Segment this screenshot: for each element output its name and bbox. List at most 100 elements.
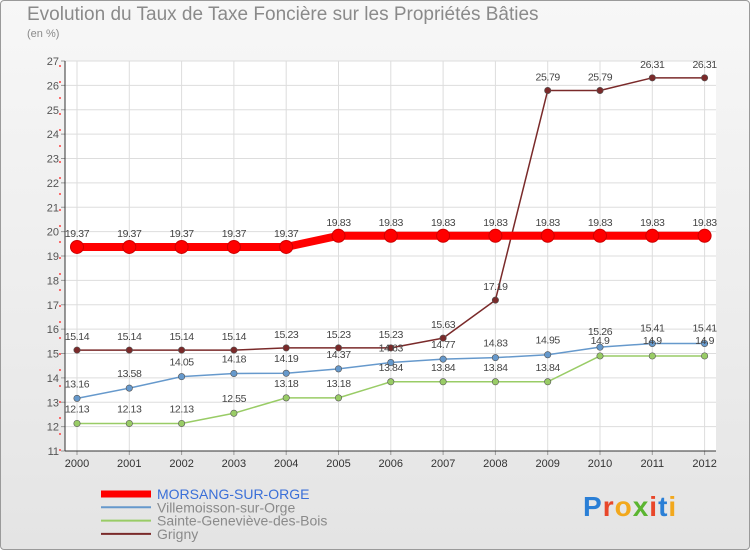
logo-letter: i [668, 491, 678, 522]
data-label: 14.63 [379, 343, 404, 355]
data-label: 14.18 [222, 353, 247, 365]
data-label: 19.83 [536, 217, 561, 229]
data-label: 15.41 [640, 323, 665, 335]
data-label: 13.16 [65, 378, 90, 390]
data-label: 19.83 [692, 217, 717, 229]
logo-letter: P [583, 491, 603, 522]
data-point [488, 228, 503, 243]
data-point [439, 378, 447, 386]
logo-letter: o [614, 491, 633, 522]
data-label: 19.37 [274, 228, 299, 240]
y-tick-label: 24 [47, 129, 59, 141]
data-label: 13.58 [117, 368, 142, 380]
y-tick-label: 19 [47, 251, 59, 263]
legend-label: MORSANG-SUR-ORGE [157, 486, 309, 502]
data-point [544, 86, 552, 94]
data-point [544, 351, 552, 359]
data-label: 15.26 [588, 326, 613, 338]
y-tick-label: 20 [47, 227, 59, 239]
y-axis-unit-label: (en %) [27, 28, 60, 40]
data-label: 19.83 [326, 217, 351, 229]
logo-letter: t [658, 491, 669, 522]
proxiti-logo: Proxiti [583, 491, 677, 523]
data-point [701, 74, 709, 82]
data-point [334, 394, 342, 402]
y-tick-label: 11 [48, 446, 59, 458]
x-tick-label: 2007 [431, 458, 455, 470]
data-label: 25.79 [588, 71, 613, 83]
data-label: 15.14 [222, 331, 247, 343]
data-label: 13.84 [431, 362, 456, 374]
data-label: 12.55 [222, 393, 247, 405]
data-label: 14.83 [483, 338, 508, 350]
data-point [491, 378, 499, 386]
data-point [331, 228, 346, 243]
data-point [645, 228, 660, 243]
x-tick-label: 2003 [222, 458, 246, 470]
data-point [73, 394, 81, 402]
data-label: 19.83 [640, 217, 665, 229]
data-point [73, 419, 81, 427]
y-tick-label: 12 [47, 422, 59, 434]
data-point [697, 228, 712, 243]
data-label: 15.14 [169, 331, 194, 343]
x-tick-label: 2008 [483, 458, 507, 470]
data-point [282, 394, 290, 402]
data-point [279, 239, 294, 254]
x-tick-label: 2002 [169, 458, 193, 470]
x-tick-label: 2001 [117, 458, 141, 470]
data-label: 15.14 [65, 331, 90, 343]
data-point [593, 228, 607, 243]
data-label: 19.37 [222, 228, 247, 240]
x-tick-label: 2000 [65, 458, 89, 470]
data-point [178, 419, 186, 427]
data-point [387, 344, 395, 352]
data-label: 19.37 [117, 228, 142, 240]
data-point [439, 334, 447, 342]
data-point [387, 359, 395, 367]
data-point [125, 346, 133, 354]
legend-label: Sainte-Geneviève-des-Bois [157, 513, 327, 529]
data-point [174, 239, 189, 254]
x-tick-label: 2004 [274, 458, 298, 470]
data-point [596, 352, 604, 360]
data-point [226, 239, 241, 254]
y-tick-label: 13 [47, 397, 59, 409]
x-tick-label: 2005 [326, 458, 350, 470]
data-label: 26.31 [692, 59, 717, 71]
data-point [544, 378, 552, 386]
data-point [178, 373, 186, 381]
data-point [125, 419, 133, 427]
data-point [596, 343, 604, 351]
data-label: 15.23 [379, 329, 404, 341]
data-point [387, 378, 395, 386]
data-label: 12.13 [169, 403, 194, 415]
data-label: 15.14 [117, 331, 142, 343]
data-label: 19.83 [483, 217, 508, 229]
data-label: 14.9 [643, 335, 662, 347]
data-label: 14.37 [326, 349, 351, 361]
data-point [230, 369, 238, 377]
y-tick-label: 18 [47, 275, 59, 287]
data-point [73, 346, 81, 354]
data-label: 12.13 [65, 403, 90, 415]
y-tick-label: 16 [47, 324, 59, 336]
y-tick-label: 21 [47, 202, 59, 214]
data-point [439, 355, 447, 363]
y-tick-label: 15 [47, 349, 59, 361]
data-label: 14.9 [695, 335, 714, 347]
y-tick-label: 22 [47, 178, 59, 190]
data-point [334, 344, 342, 352]
data-point [122, 239, 137, 254]
data-label: 13.84 [536, 362, 561, 374]
data-point [230, 409, 238, 417]
data-point [282, 344, 290, 352]
data-point [125, 384, 133, 392]
data-point [648, 340, 656, 348]
data-point [540, 228, 555, 243]
data-label: 15.23 [274, 329, 299, 341]
data-label: 14.05 [169, 357, 194, 369]
data-label: 13.84 [483, 362, 508, 374]
data-label: 19.37 [65, 228, 90, 240]
